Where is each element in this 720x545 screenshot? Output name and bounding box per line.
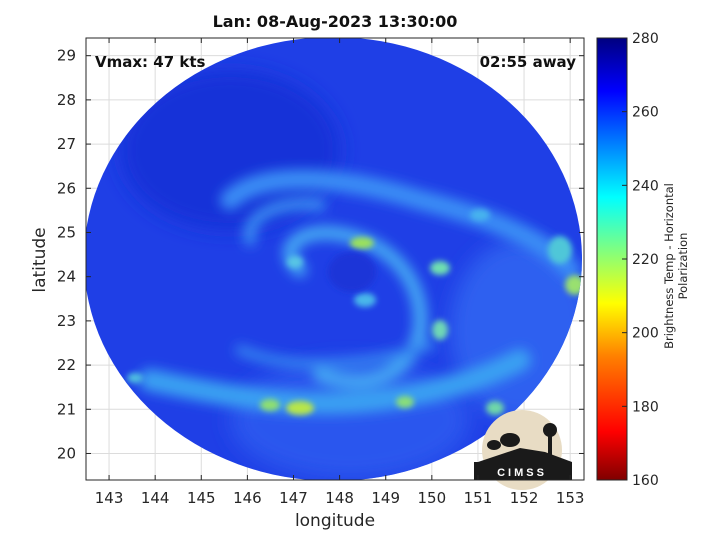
chart-title: Lan: 08-Aug-2023 13:30:00 [212,12,458,31]
colorbar-ticks: 160 180 200 220 240 260 280 [622,31,659,489]
x-axis: 143 144 145 146 147 148 149 150 151 152 153 [95,38,585,507]
x-tick-label: 148 [325,489,354,507]
y-tick-label: 27 [57,135,76,153]
y-tick-label: 29 [57,47,76,65]
y-tick-label: 22 [57,356,76,374]
colorbar-label: Brightness Temp - Horizontal Polarizatio… [662,183,690,349]
colorbar-tick-label: 280 [632,31,659,47]
y-tick-label: 20 [57,444,76,462]
y-tick-label: 21 [57,400,76,418]
x-tick-label: 153 [556,489,585,507]
cimss-logo: CIMSS [474,410,572,490]
microwave-swath [86,38,582,480]
colorbar-tick-label: 160 [632,473,659,489]
vmax-label: Vmax: 47 kts [95,53,206,71]
y-tick-label: 23 [57,312,76,330]
x-tick-label: 147 [279,489,308,507]
x-tick-label: 144 [141,489,170,507]
x-tick-label: 146 [233,489,262,507]
colorbar-tick-label: 220 [632,252,659,268]
y-axis-label: latitude [30,227,50,293]
colorbar-tick-label: 260 [632,105,659,121]
x-axis-label: longitude [294,511,376,531]
colorbar-tick-label: 180 [632,399,659,415]
colorbar-tick-label: 200 [632,326,659,342]
rainband-inner [283,225,428,389]
y-tick-label: 28 [57,91,76,109]
x-tick-label: 152 [510,489,539,507]
cimss-logo-text: CIMSS [497,467,547,479]
rainband-outer [220,169,580,280]
x-tick-label: 151 [464,489,493,507]
y-tick-label: 24 [57,268,76,286]
storm-eye [328,252,376,292]
time-away-label: 02:55 away [479,53,576,71]
x-tick-label: 149 [371,489,400,507]
axes-frame [85,37,585,481]
x-tick-label: 150 [418,489,447,507]
rainband-south [139,349,531,415]
colorbar-tick-label: 240 [632,178,659,194]
x-tick-label: 143 [95,489,124,507]
y-tick-label: 25 [57,223,76,241]
x-tick-label: 145 [187,489,216,507]
y-axis: 20 21 22 23 24 25 26 27 28 29 [57,47,584,462]
y-tick-label: 26 [57,179,76,197]
